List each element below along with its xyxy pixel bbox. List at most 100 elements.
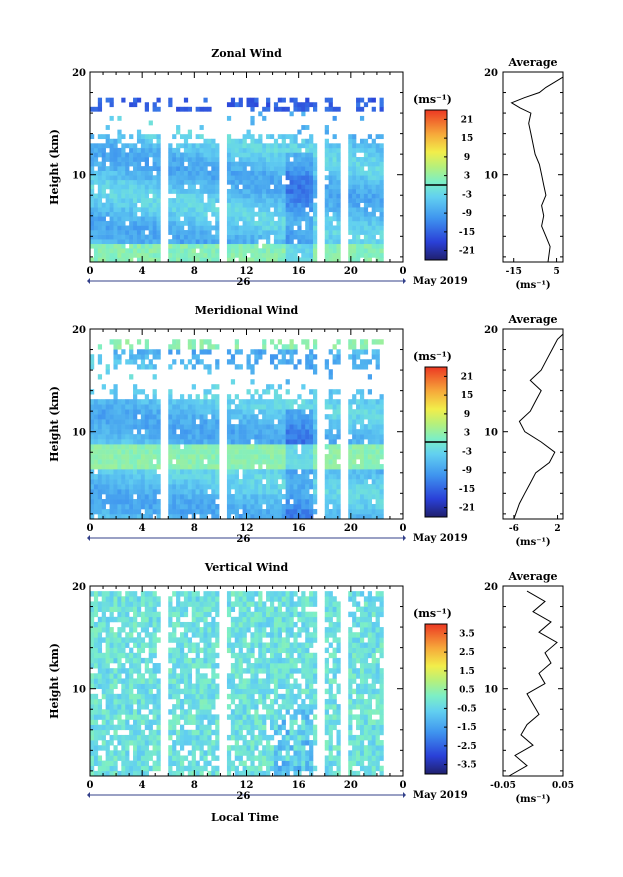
- heatmap-cell: [90, 735, 94, 740]
- heatmap-cell: [90, 216, 94, 221]
- heatmap-cell: [157, 439, 161, 444]
- heatmap-cell: [129, 479, 133, 484]
- heatmap-cell: [297, 419, 301, 424]
- heatmap-cell: [231, 464, 235, 469]
- heatmap-cell: [203, 704, 207, 709]
- heatmap-cell: [102, 157, 106, 162]
- heatmap-cell: [153, 157, 157, 162]
- heatmap-cell: [348, 180, 352, 185]
- heatmap-cell: [176, 601, 180, 606]
- heatmap-cell: [380, 499, 384, 504]
- heatmap-cell: [153, 454, 157, 459]
- heatmap-cell: [102, 504, 106, 509]
- heatmap-cell: [352, 244, 356, 249]
- colorbar-tick-label: -9: [462, 466, 472, 476]
- heatmap-cell: [235, 194, 239, 199]
- heatmap-cell: [297, 230, 301, 235]
- heatmap-cell: [239, 750, 243, 755]
- heatmap-cell: [239, 678, 243, 683]
- heatmap-cell: [200, 449, 204, 454]
- heatmap-cell: [333, 253, 337, 258]
- heatmap-cell: [106, 139, 110, 144]
- heatmap-cell: [376, 194, 380, 199]
- heatmap-cell: [98, 474, 102, 479]
- heatmap-cell: [336, 389, 340, 394]
- heatmap-cell: [180, 668, 184, 673]
- heatmap-cell: [364, 479, 368, 484]
- heatmap-cell: [125, 175, 129, 180]
- heatmap-cell: [192, 648, 196, 653]
- heatmap-cell: [360, 253, 364, 258]
- heatmap-cell: [98, 225, 102, 230]
- heatmap-cell: [372, 148, 376, 153]
- heatmap-cell: [235, 750, 239, 755]
- heatmap-cell: [176, 244, 180, 249]
- heatmap-cell: [113, 221, 117, 226]
- heatmap-cell: [176, 125, 180, 130]
- heatmap-cell: [184, 479, 188, 484]
- heatmap-cell: [266, 404, 270, 409]
- heatmap-cell: [243, 459, 247, 464]
- heatmap-cell: [293, 98, 297, 103]
- heatmap-cell: [270, 212, 274, 217]
- heatmap-cell: [145, 484, 149, 489]
- heatmap-cell: [200, 740, 204, 745]
- heatmap-cell: [297, 239, 301, 244]
- heatmap-cell: [94, 622, 98, 627]
- heatmap-cell: [188, 230, 192, 235]
- heatmap-cell: [94, 694, 98, 699]
- heatmap-cell: [203, 230, 207, 235]
- heatmap-cell: [231, 469, 235, 474]
- heatmap-cell: [290, 409, 294, 414]
- heatmap-cell: [215, 364, 219, 369]
- heatmap-cell: [239, 489, 243, 494]
- heatmap-cell: [110, 157, 114, 162]
- heatmap-cell: [168, 98, 172, 103]
- heatmap-cell: [231, 230, 235, 235]
- heatmap-cell: [90, 617, 94, 622]
- heatmap-cell: [207, 735, 211, 740]
- heatmap-cell: [380, 175, 384, 180]
- heatmap-cell: [188, 464, 192, 469]
- heatmap-cell: [113, 152, 117, 157]
- heatmap-cell: [203, 98, 207, 103]
- heatmap-cell: [313, 399, 317, 404]
- heatmap-cell: [348, 344, 352, 349]
- heatmap-cell: [376, 134, 380, 139]
- heatmap-cell: [184, 419, 188, 424]
- heatmap-cell: [293, 203, 297, 208]
- heatmap-cell: [176, 434, 180, 439]
- heatmap-cell: [172, 439, 176, 444]
- heatmap-cell: [262, 175, 266, 180]
- heatmap-cell: [207, 469, 211, 474]
- heatmap-cell: [333, 454, 337, 459]
- heatmap-cell: [110, 162, 114, 167]
- heatmap-cell: [360, 449, 364, 454]
- heatmap-cell: [200, 207, 204, 212]
- heatmap-cell: [176, 107, 180, 112]
- heatmap-cell: [360, 394, 364, 399]
- heatmap-cell: [117, 409, 121, 414]
- heatmap-cell: [270, 429, 274, 434]
- heatmap-cell: [129, 207, 133, 212]
- heatmap-cell: [90, 612, 94, 617]
- heatmap-cell: [211, 489, 215, 494]
- heatmap-cell: [336, 494, 340, 499]
- heatmap-cell: [168, 152, 172, 157]
- heatmap-cell: [243, 761, 247, 766]
- heatmap-cell: [113, 166, 117, 171]
- heatmap-cell: [247, 364, 251, 369]
- heatmap-cell: [372, 399, 376, 404]
- heatmap-cell: [137, 409, 141, 414]
- heatmap-cell: [282, 216, 286, 221]
- heatmap-cell: [239, 704, 243, 709]
- heatmap-cell: [137, 364, 141, 369]
- heatmap-cell: [125, 216, 129, 221]
- heatmap-cell: [290, 189, 294, 194]
- x-tick-label: 16: [292, 523, 306, 534]
- heatmap-cell: [286, 429, 290, 434]
- heatmap-cell: [352, 504, 356, 509]
- heatmap-cell: [180, 607, 184, 612]
- heatmap-cell: [149, 121, 153, 126]
- heatmap-cell: [168, 102, 172, 107]
